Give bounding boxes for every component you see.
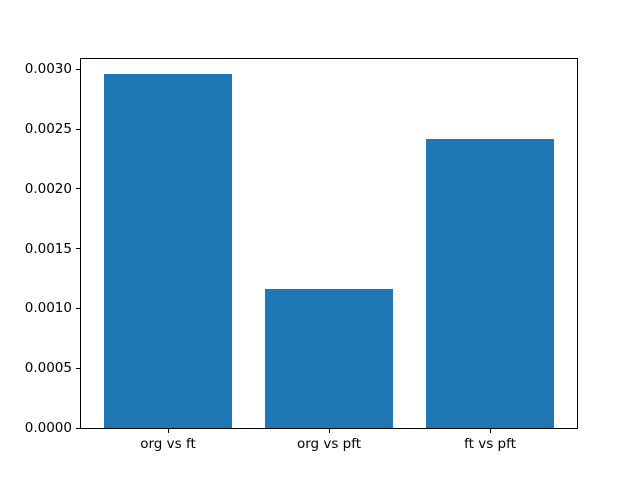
y-tick-mark — [76, 128, 80, 130]
y-tick-mark — [76, 427, 80, 429]
y-tick-label: 0.0020 — [24, 180, 72, 197]
x-tick-mark — [489, 429, 491, 433]
y-tick-mark — [76, 188, 80, 190]
y-tick-label: 0.0025 — [24, 121, 72, 137]
y-tick-label: 0.0000 — [24, 420, 72, 436]
plot-area: 0.0000 0.0005 0.0010 0.0015 0.0020 0.0025 0.00… — [25, 58, 578, 452]
y-tick-label: 0.0015 — [24, 240, 72, 257]
y-tick-mark — [76, 248, 80, 250]
bar-ft-vs-pft — [425, 138, 555, 428]
x-tick-label-org-vs-pft: org vs pft — [296, 436, 362, 452]
bar-org-vs-ft — [103, 74, 233, 428]
y-tick-mark — [76, 68, 80, 70]
y-tick-label: 0.0010 — [24, 300, 72, 317]
y-tick-mark — [76, 307, 80, 309]
x-tick-label-ft-vs-pft: ft vs pft — [464, 436, 516, 452]
y-tick-label: 0.0005 — [24, 360, 72, 377]
x-tick-label-org-vs-ft: org vs ft — [140, 436, 196, 452]
y-tick-label: 0.0030 — [24, 61, 72, 78]
x-tick-mark — [167, 429, 169, 433]
y-tick-mark — [76, 367, 80, 369]
x-tick-mark — [328, 429, 330, 433]
bar-org-vs-pft — [264, 289, 394, 428]
